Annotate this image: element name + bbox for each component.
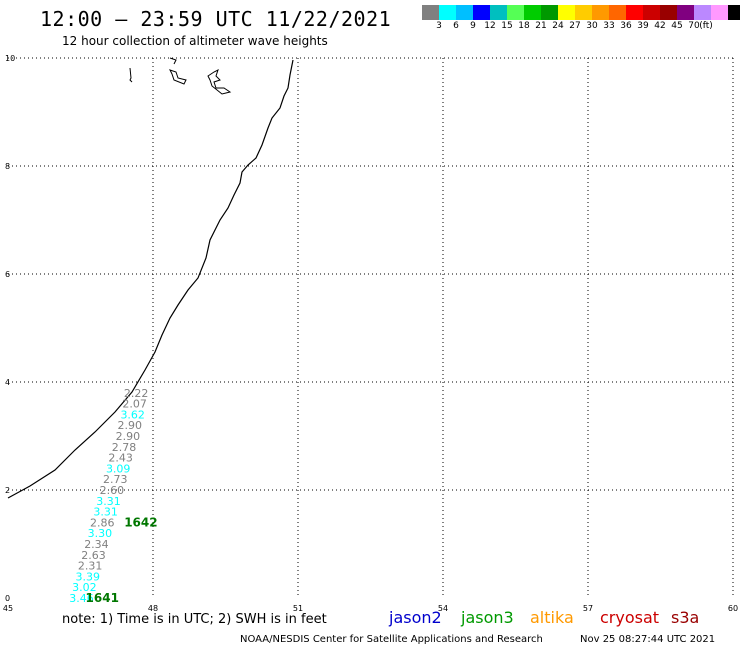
color-swatch (575, 5, 592, 20)
credit-text: NOAA/NESDIS Center for Satellite Applica… (240, 634, 543, 645)
island-shape (129, 67, 133, 83)
wave-height-value: 3.31 (96, 495, 121, 508)
color-scale-label: 36 (620, 21, 632, 31)
color-scale-label: (ft) (699, 21, 713, 31)
wave-height-value: 2.86 (90, 516, 115, 529)
x-tick-label: 45 (3, 604, 13, 613)
wave-height-value: 2.73 (103, 473, 128, 486)
color-scale-label: 12 (484, 21, 496, 31)
color-scale-label: 70 (688, 21, 700, 31)
color-scale-label: 15 (501, 21, 513, 31)
pass-time-label: 1642 (124, 515, 157, 529)
pass-time-label: 1641 (86, 591, 119, 605)
wave-height-value: 2.31 (78, 560, 103, 573)
legend-item-jason3: jason3 (461, 608, 514, 627)
y-tick-label: 8 (5, 162, 10, 171)
wave-height-value: 3.62 (120, 408, 145, 421)
wave-height-value: 3.02 (72, 581, 97, 594)
wave-height-value: 2.60 (100, 484, 125, 497)
color-swatch (643, 5, 660, 20)
color-swatch (456, 5, 473, 20)
color-swatch (694, 5, 711, 20)
color-swatch (473, 5, 490, 20)
units-note: note: 1) Time is in UTC; 2) SWH is in fe… (62, 612, 327, 627)
wave-height-value: 2.90 (116, 430, 141, 443)
islands (129, 57, 232, 95)
wave-height-value: 2.63 (81, 549, 106, 562)
wave-height-value: 2.34 (84, 538, 109, 551)
legend-item-altika: altika (530, 608, 574, 627)
axis-tick-labels: 45 48 51 54 57 60 0 2 4 6 8 10 (3, 54, 738, 613)
y-tick-label: 4 (5, 378, 10, 387)
legend-item-jason2: jason2 (389, 608, 442, 627)
island-shape (207, 69, 232, 95)
color-scale-label: 21 (535, 21, 547, 31)
wave-height-value: 3.30 (88, 527, 113, 540)
y-tick-label: 2 (5, 486, 10, 495)
x-tick-label: 51 (293, 604, 303, 613)
x-tick-label: 60 (728, 604, 738, 613)
wave-height-value: 2.07 (122, 398, 147, 411)
wave-height-value: 2.43 (108, 452, 133, 465)
page-subtitle: 12 hour collection of altimeter wave hei… (62, 34, 328, 48)
color-scale-label: 3 (436, 21, 442, 31)
color-swatch (728, 5, 740, 20)
color-scale-label: 33 (603, 21, 615, 31)
color-swatch (507, 5, 524, 20)
color-swatch (541, 5, 558, 20)
island-shape (169, 57, 187, 85)
color-scale-label: 39 (637, 21, 649, 31)
color-swatch (439, 5, 456, 20)
wave-height-value: 2.22 (124, 387, 149, 400)
color-scale-label: 9 (470, 21, 476, 31)
color-swatch (677, 5, 694, 20)
color-swatch (660, 5, 677, 20)
color-scale-label: 30 (586, 21, 598, 31)
page-title: 12:00 – 23:59 UTC 11/22/2021 (40, 7, 392, 31)
wave-height-value: 2.78 (112, 441, 137, 454)
y-tick-label: 10 (5, 54, 15, 63)
legend-item-cryosat: cryosat (600, 608, 660, 627)
x-tick-label: 48 (148, 604, 158, 613)
color-swatch (592, 5, 609, 20)
wave-height-value: 3.39 (76, 570, 101, 583)
color-scale-label: 45 (671, 21, 683, 31)
y-tick-label: 6 (5, 270, 10, 279)
color-scale-labels: 3 6 9 12 15 18 21 24 27 30 33 36 39 42 45 70 (ft) (422, 21, 740, 33)
generated-timestamp: Nov 25 08:27:44 UTC 2021 (580, 634, 716, 645)
lat-lon-grid (8, 57, 734, 598)
x-tick-label: 54 (438, 604, 448, 613)
color-swatch (626, 5, 643, 20)
color-swatch (490, 5, 507, 20)
color-swatch (711, 5, 728, 20)
color-swatch (558, 5, 575, 20)
color-swatch (609, 5, 626, 20)
wave-height-value: 3.31 (93, 506, 118, 519)
coastline-path (7, 59, 294, 499)
coastline (7, 59, 294, 499)
color-scale-label: 24 (552, 21, 564, 31)
wave-height-value: 3.09 (106, 462, 131, 475)
color-scale-bar (422, 5, 740, 20)
y-tick-label: 0 (5, 594, 10, 603)
color-scale-label: 6 (453, 21, 459, 31)
color-scale-label: 27 (569, 21, 581, 31)
wave-height-value: 2.90 (118, 419, 143, 432)
color-scale-label: 18 (518, 21, 530, 31)
color-scale-label: 42 (654, 21, 666, 31)
color-swatch (422, 5, 439, 20)
x-tick-label: 57 (583, 604, 593, 613)
wave-height-value: 3.46 (69, 592, 94, 605)
legend-item-s3a: s3a (671, 608, 700, 627)
wave-height-labels: 2.222.073.622.902.902.782.433.092.732.60… (69, 387, 157, 605)
color-swatch (524, 5, 541, 20)
